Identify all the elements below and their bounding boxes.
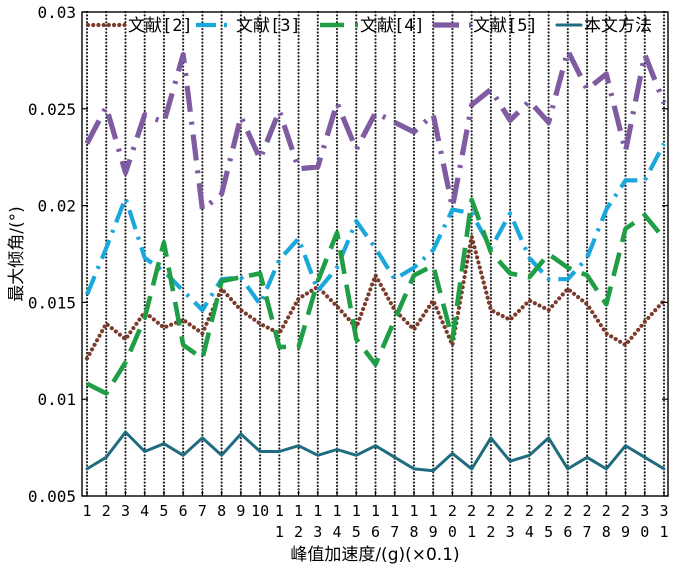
legend-label: 文献[2] (128, 16, 193, 36)
legend-label: 文献[4] (360, 16, 425, 36)
x-tick-label: 10 (251, 502, 269, 520)
x-tick-label: 3 (506, 523, 515, 541)
x-tick-label: 7 (198, 502, 207, 520)
x-tick-label: 2 (486, 502, 495, 520)
x-tick-label: 1 (352, 502, 361, 520)
x-tick-label: 0 (640, 523, 649, 541)
x-tick-label: 6 (563, 523, 572, 541)
x-tick-label: 2 (448, 502, 457, 520)
series-line-2 (85, 142, 666, 313)
x-tick-label: 2 (602, 502, 611, 520)
legend-label: 文献[5] (473, 16, 538, 36)
legend: 文献[2] 文献[3] 文献[4] 文献[5] 本文方法 (85, 16, 652, 36)
x-tick-label: 4 (140, 502, 149, 520)
legend-label: 文献[3] (236, 16, 301, 36)
x-tick-label: 1 (467, 523, 476, 541)
x-tick-label: 1 (313, 502, 322, 520)
series-line-3 (85, 197, 666, 396)
x-tick-label: 1 (371, 502, 380, 520)
x-tick-label: 2 (294, 523, 303, 541)
x-tick-label: 1 (659, 523, 668, 541)
x-axis-title: 峰值加速度/(g)(×0.1) (290, 545, 459, 565)
x-tick-label: 1 (409, 502, 418, 520)
x-tick-label: 2 (563, 502, 572, 520)
x-tick-label: 2 (506, 502, 515, 520)
series-line-5 (85, 430, 666, 473)
x-tick-label: 8 (409, 523, 418, 541)
y-tick-label: 0.01 (37, 390, 76, 409)
x-tick-label: 8 (217, 502, 226, 520)
x-tick-label: 9 (429, 523, 438, 541)
x-axis: 1 2 3 4 5 6 7 8 9 10 11121314151617181920212223242… (82, 491, 669, 541)
x-tick-label: 3 (659, 502, 668, 520)
y-tick-label: 0.005 (28, 487, 76, 506)
x-tick-label: 9 (236, 502, 245, 520)
legend-label: 本文方法 (584, 16, 652, 36)
x-tick-label: 1 (429, 502, 438, 520)
x-tick-label: 3 (313, 523, 322, 541)
x-tick-label: 5 (544, 523, 553, 541)
y-axis-title: 最大倾角/(°) (7, 206, 27, 302)
x-tick-label: 4 (525, 523, 534, 541)
x-tick-label: 1 (275, 523, 284, 541)
x-tick-label: 1 (333, 502, 342, 520)
x-tick-label: 9 (621, 523, 630, 541)
x-tick-label: 2 (583, 502, 592, 520)
y-axis: 0.005 0.01 0.015 0.02 0.025 0.03 (28, 3, 668, 506)
x-tick-label: 7 (583, 523, 592, 541)
x-tick-label: 1 (390, 502, 399, 520)
x-tick-label: 2 (467, 502, 476, 520)
series-line-1 (84, 234, 667, 361)
series-lines (84, 48, 667, 473)
x-tick-label: 2 (525, 502, 534, 520)
x-tick-label: 1 (82, 502, 91, 520)
x-tick-label: 3 (640, 502, 649, 520)
y-tick-label: 0.025 (28, 100, 76, 119)
x-tick-label: 7 (390, 523, 399, 541)
x-tick-label: 0 (448, 523, 457, 541)
x-tick-label: 2 (544, 502, 553, 520)
x-tick-label: 3 (121, 502, 130, 520)
x-tick-label: 2 (621, 502, 630, 520)
series-line-4 (84, 48, 667, 213)
x-tick-label: 5 (352, 523, 361, 541)
y-tick-label: 0.02 (37, 197, 76, 216)
x-tick-label: 1 (275, 502, 284, 520)
x-tick-label: 2 (102, 502, 111, 520)
x-tick-label: 4 (333, 523, 342, 541)
x-tick-label: 6 (371, 523, 380, 541)
y-tick-label: 0.03 (37, 3, 76, 22)
y-tick-label: 0.015 (28, 293, 76, 312)
x-tick-label: 8 (602, 523, 611, 541)
x-tick-label: 1 (294, 502, 303, 520)
x-tick-label: 6 (179, 502, 188, 520)
x-tick-label: 2 (486, 523, 495, 541)
x-tick-label: 5 (159, 502, 168, 520)
